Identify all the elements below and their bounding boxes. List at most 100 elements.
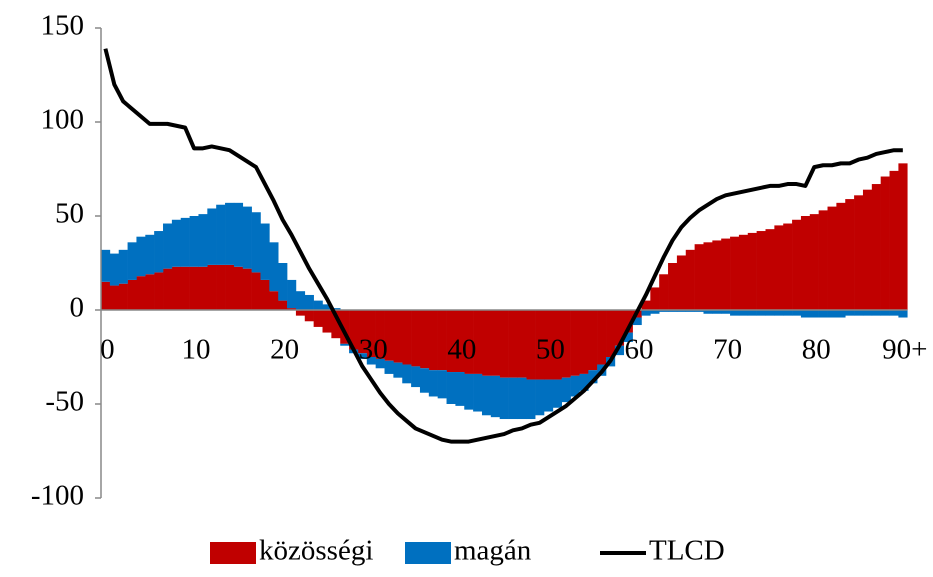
bar: [295, 310, 306, 316]
bar: [269, 291, 279, 310]
bar: [880, 310, 890, 316]
bar: [127, 279, 137, 310]
bar: [517, 377, 527, 420]
bar: [765, 229, 775, 310]
bar: [827, 310, 837, 318]
bar: [375, 358, 385, 369]
bar: [163, 223, 173, 269]
bar: [854, 195, 864, 310]
x-tick-label: 90+: [882, 334, 927, 366]
bar: [597, 310, 607, 365]
bar: [136, 276, 146, 310]
bar: [854, 310, 864, 316]
bar: [827, 206, 837, 310]
bar: [508, 377, 518, 420]
y-tick-label: -50: [45, 386, 84, 418]
bar: [836, 310, 846, 318]
bar: [703, 310, 713, 314]
bar: [756, 231, 766, 310]
x-tick-label: 10: [182, 334, 211, 366]
bar: [207, 208, 217, 265]
bar: [446, 310, 456, 373]
bar: [783, 223, 793, 310]
bar: [579, 310, 589, 374]
bar: [544, 310, 554, 380]
y-tick-label: 50: [55, 198, 84, 230]
bar: [712, 240, 722, 310]
bar: [411, 310, 421, 367]
bar: [659, 310, 669, 312]
bar: [668, 310, 678, 312]
bar: [774, 225, 784, 310]
bar: [331, 308, 341, 310]
bar: [712, 310, 722, 314]
legend-swatch: [405, 542, 451, 564]
bar: [419, 368, 430, 393]
x-tick-label: 30: [359, 334, 388, 366]
bar: [118, 249, 128, 284]
bar: [676, 255, 687, 310]
line: [103, 48, 903, 444]
bar: [889, 170, 899, 310]
bar: [287, 279, 297, 309]
bar: [180, 217, 190, 267]
bar: [428, 370, 438, 397]
bar: [473, 310, 483, 374]
bar: [127, 242, 137, 280]
bar: [747, 232, 757, 310]
x-tick-label: 80: [802, 334, 831, 366]
bar: [260, 279, 270, 310]
bar: [614, 345, 625, 356]
legend-label: TLCD: [649, 535, 725, 567]
bar: [145, 234, 155, 275]
bar: [393, 310, 403, 363]
bar: [251, 272, 261, 310]
bar: [464, 310, 474, 374]
y-tick-label: -100: [31, 480, 84, 512]
bar: [756, 310, 766, 316]
bar: [207, 264, 217, 310]
bar: [481, 310, 492, 376]
bar: [455, 310, 465, 373]
bar: [154, 272, 164, 310]
bar: [384, 360, 394, 374]
bar: [809, 214, 819, 310]
bar: [818, 310, 828, 318]
bar: [641, 310, 651, 316]
bar: [340, 310, 350, 344]
bar: [517, 310, 527, 378]
bar: [225, 264, 235, 310]
bar: [163, 268, 173, 310]
bar: [189, 216, 199, 267]
bar: [570, 310, 580, 376]
bar: [526, 379, 536, 420]
bar: [800, 216, 811, 310]
bar: [650, 287, 660, 310]
bar: [473, 373, 483, 412]
bar: [676, 310, 687, 312]
bar: [570, 375, 580, 397]
bar: [685, 310, 695, 312]
legend-label: magán: [454, 535, 532, 567]
bar: [783, 310, 793, 316]
bar: [862, 189, 873, 310]
bar: [552, 310, 563, 380]
bar: [366, 310, 376, 357]
bar: [490, 310, 500, 376]
y-tick-label: 150: [41, 10, 85, 42]
bar: [171, 219, 182, 267]
bar: [535, 310, 545, 380]
bar: [322, 304, 332, 310]
bar: [455, 372, 465, 406]
bar: [765, 310, 775, 316]
bar: [233, 202, 244, 267]
bar: [685, 249, 695, 310]
bar: [588, 370, 598, 384]
bar: [109, 253, 120, 286]
bar: [154, 231, 164, 273]
bar: [375, 310, 385, 359]
bar: [313, 300, 323, 310]
bar: [428, 310, 438, 371]
x-tick-label: 70: [713, 334, 742, 366]
bar: [668, 263, 678, 310]
